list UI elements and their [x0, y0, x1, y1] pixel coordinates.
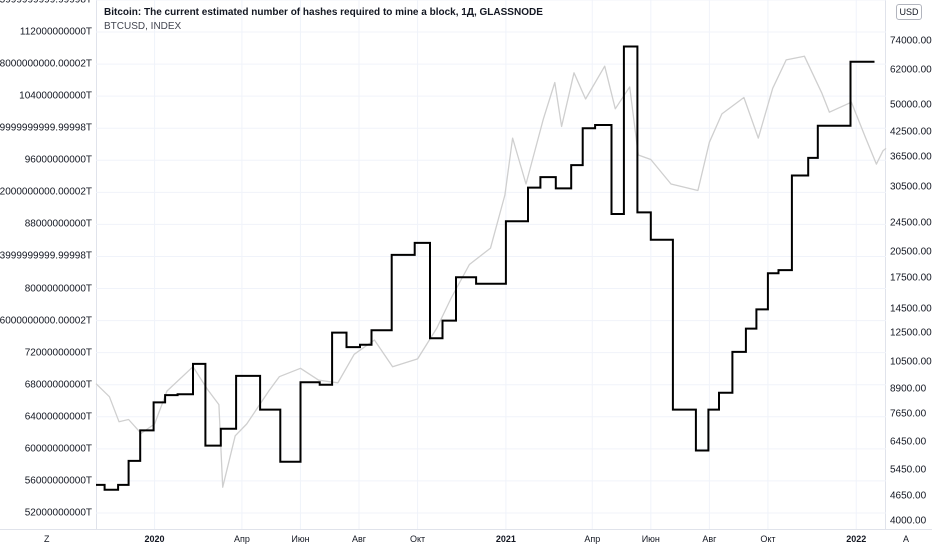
- x-axis-tick: 2020: [144, 534, 165, 544]
- x-axis-tick: Окт: [409, 534, 426, 544]
- x-axis-tick: Авг: [702, 534, 717, 544]
- right-axis-tick: 42500.00: [890, 126, 932, 138]
- right-axis-tick: 4650.00: [890, 490, 927, 502]
- left-axis-tick: 83999999999.99998T: [0, 250, 92, 262]
- zoom-button[interactable]: Z: [44, 534, 50, 544]
- right-axis-tick: 62000.00: [890, 64, 932, 76]
- legend-title[interactable]: Bitcoin: The current estimated number of…: [104, 7, 543, 18]
- left-axis-tick: 112000000000T: [19, 26, 92, 38]
- legend-symbol[interactable]: BTCUSD, INDEX: [104, 21, 182, 32]
- right-axis-tick: 20500.00: [890, 246, 932, 258]
- currency-badge[interactable]: USD: [896, 4, 922, 20]
- right-axis-tick: 8900.00: [890, 383, 927, 395]
- x-axis-tick: Апр: [233, 534, 250, 544]
- left-axis-tick: 115999999999.99998T: [0, 0, 92, 6]
- right-axis-tick: 12500.00: [890, 327, 932, 339]
- left-axis-tick: 76000000000.00002T: [0, 315, 92, 327]
- left-axis-tick: 104000000000T: [19, 90, 92, 102]
- right-axis-tick: 50000.00: [890, 99, 932, 111]
- right-axis-tick: 17500.00: [890, 272, 932, 284]
- auto-scale-button[interactable]: A: [903, 534, 910, 544]
- left-axis-tick: 99999999999.99998T: [0, 122, 92, 134]
- left-axis-tick: 80000000000T: [24, 283, 92, 295]
- left-axis-tick: 56000000000T: [24, 475, 92, 487]
- left-axis-tick: 96000000000T: [24, 154, 92, 166]
- left-axis-tick: 60000000000T: [24, 443, 92, 455]
- left-axis-tick: 88000000000T: [24, 218, 92, 230]
- right-axis-tick: 30500.00: [890, 181, 932, 193]
- right-axis-tick: 10500.00: [890, 356, 932, 368]
- right-axis-tick: 5450.00: [890, 464, 927, 476]
- x-axis-tick: 2022: [846, 534, 867, 544]
- right-axis-tick: 74000.00: [890, 35, 932, 47]
- x-axis-tick: Июн: [291, 534, 310, 544]
- right-axis-tick: 14500.00: [890, 303, 932, 315]
- left-axis-tick: 72000000000T: [24, 347, 92, 359]
- x-axis-tick: 2021: [495, 534, 516, 544]
- series-line-price: [95, 55, 887, 488]
- chart-legend: Bitcoin: The current estimated number of…: [104, 6, 543, 34]
- x-axis-tick: Окт: [760, 534, 776, 544]
- time-axis-border: [0, 529, 932, 530]
- left-axis-tick: 108000000000.00002T: [0, 58, 92, 70]
- left-axis-tick: 64000000000T: [24, 411, 92, 423]
- right-axis-tick: 7650.00: [890, 408, 927, 420]
- left-price-scale[interactable]: 115999999999.99998T 112000000000T 10800000…: [0, 0, 94, 529]
- time-axis[interactable]: Z A 2020 Апр Июн Авг Окт 2021 Апр Июн Авг Окт 2022: [0, 529, 932, 550]
- right-price-scale[interactable]: 74000.00 62000.00 50000.00 42500.00 36500.00…: [888, 0, 932, 529]
- chart-pane[interactable]: [96, 0, 886, 529]
- right-axis-tick: 36500.00: [890, 151, 932, 163]
- x-axis-tick: Авг: [351, 534, 367, 544]
- left-axis-tick: 68000000000T: [24, 379, 92, 391]
- x-axis-tick: Июн: [641, 534, 660, 544]
- left-axis-tick: 92000000000.00002T: [0, 186, 92, 198]
- x-axis-tick: Апр: [584, 534, 601, 544]
- left-axis-tick: 52000000000T: [24, 507, 92, 519]
- right-axis-tick: 6450.00: [890, 436, 927, 448]
- series-line-difficulty: [96, 45, 875, 491]
- right-axis-tick: 4000.00: [890, 515, 927, 527]
- right-axis-tick: 24500.00: [890, 217, 932, 229]
